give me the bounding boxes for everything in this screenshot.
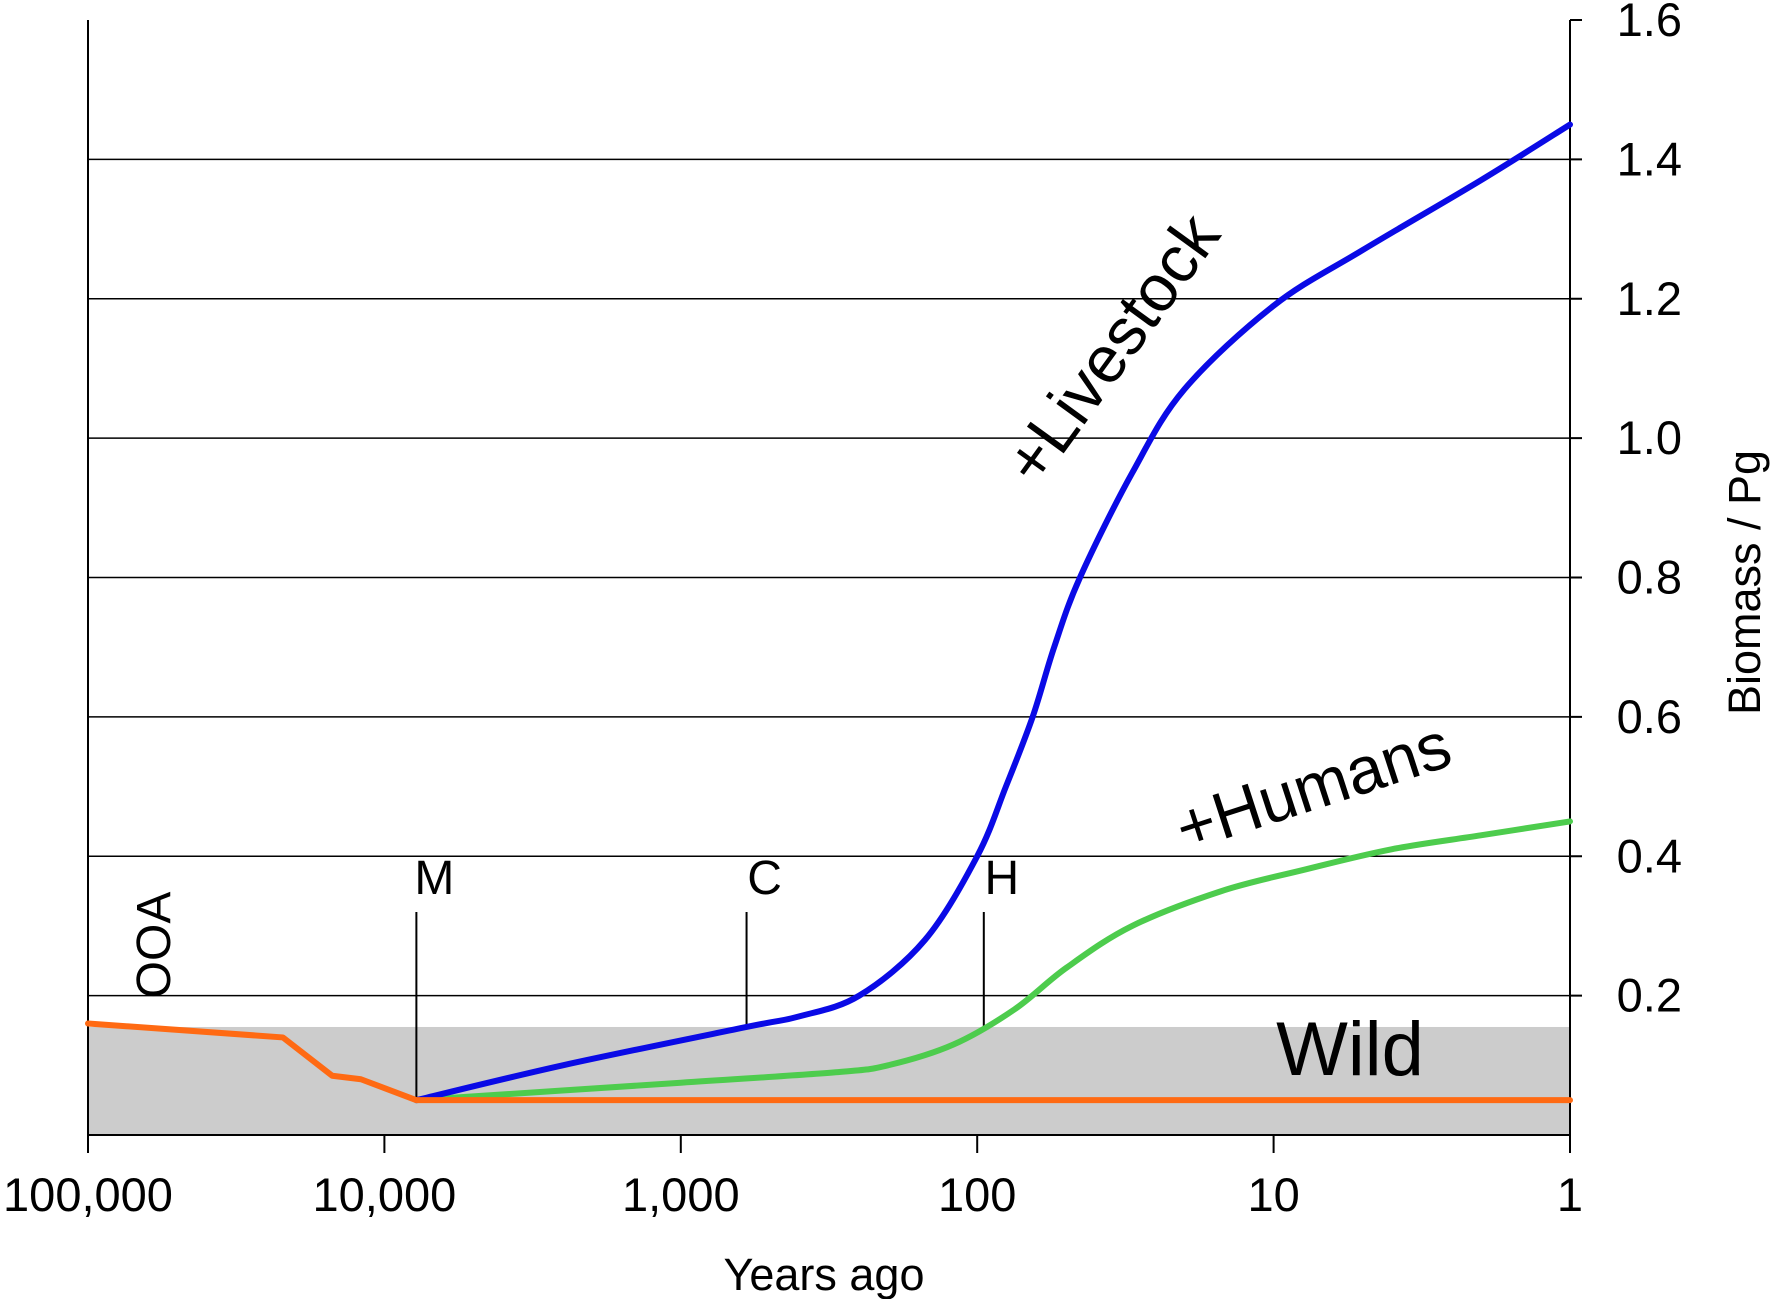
y-tick-label: 0.8 bbox=[1617, 551, 1682, 604]
livestock-series-label: +Livestock bbox=[989, 199, 1234, 497]
event-label-ooa: OOA bbox=[128, 892, 181, 999]
x-tick-label: 1 bbox=[1557, 1168, 1583, 1221]
y-axis-title: Biomass / Pg bbox=[1719, 450, 1770, 715]
y-tick-label: 0.4 bbox=[1617, 829, 1682, 882]
x-tick-label: 100,000 bbox=[3, 1168, 173, 1221]
series-lines bbox=[85, 121, 1573, 1104]
y-tick-label: 1.0 bbox=[1617, 411, 1682, 464]
wild-series-label: Wild bbox=[1276, 1007, 1424, 1092]
y-tick-label: 1.6 bbox=[1617, 0, 1682, 46]
x-tick-label: 10 bbox=[1247, 1168, 1299, 1221]
event-markers bbox=[415, 912, 985, 1101]
event-label-c: C bbox=[747, 852, 782, 905]
y-tick-label: 1.2 bbox=[1617, 272, 1682, 325]
y-tick-label: 0.6 bbox=[1617, 690, 1682, 743]
y-tick-label: 1.4 bbox=[1617, 132, 1682, 185]
y-tick-label: 0.2 bbox=[1617, 969, 1682, 1022]
wild-series-line bbox=[85, 1020, 1573, 1104]
x-tick-label: 10,000 bbox=[313, 1168, 457, 1221]
x-axis: 100,000 10,000 1,000 100 10 1 bbox=[3, 1135, 1583, 1221]
event-label-m: M bbox=[414, 852, 454, 905]
x-axis-title: Years ago bbox=[723, 1249, 924, 1299]
event-labels: OOA M C H bbox=[128, 852, 1019, 998]
gridlines bbox=[88, 158, 1570, 997]
y-axis: 0.2 0.4 0.6 0.8 1.0 1.2 1.4 1.6 bbox=[1570, 0, 1682, 1022]
x-tick-label: 1,000 bbox=[622, 1168, 740, 1221]
wild-region-band bbox=[88, 1026, 1570, 1135]
humans-series-label: +Humans bbox=[1166, 707, 1459, 865]
humans-series-line bbox=[413, 818, 1573, 1104]
livestock-series-line bbox=[413, 121, 1573, 1104]
x-tick-label: 100 bbox=[938, 1168, 1016, 1221]
event-label-h: H bbox=[984, 852, 1019, 905]
